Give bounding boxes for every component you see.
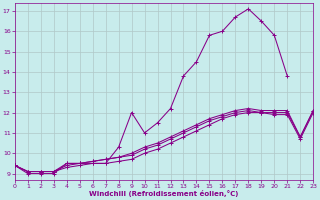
- X-axis label: Windchill (Refroidissement éolien,°C): Windchill (Refroidissement éolien,°C): [89, 190, 239, 197]
